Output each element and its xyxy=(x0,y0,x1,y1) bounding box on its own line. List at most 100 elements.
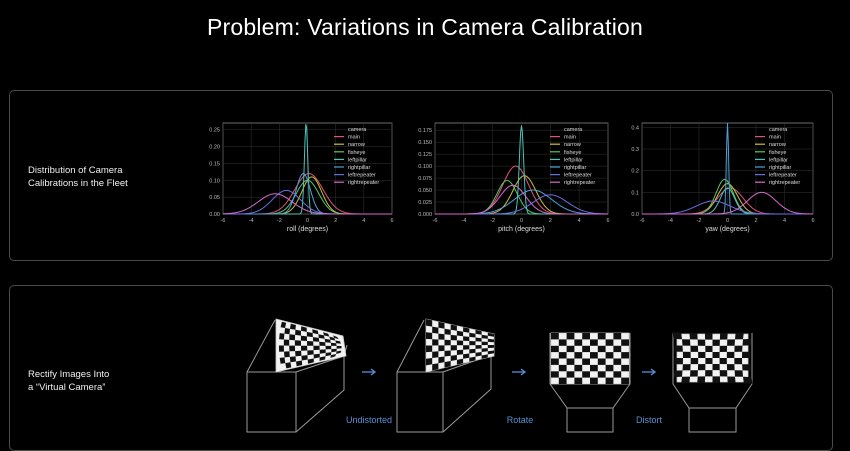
board-square xyxy=(742,351,751,358)
board-square xyxy=(426,358,433,366)
board-square xyxy=(742,364,751,371)
arrow-head-0 xyxy=(370,368,377,376)
board-square xyxy=(605,377,614,384)
arrow-head-1 xyxy=(520,368,527,376)
board-square xyxy=(438,321,445,329)
board-square xyxy=(613,358,622,365)
board-square xyxy=(284,351,290,358)
board-square xyxy=(325,345,332,350)
rectify-label-line1: Rectify Images Into xyxy=(28,369,110,380)
board-square xyxy=(705,358,713,364)
board-square xyxy=(438,345,445,352)
board-square xyxy=(674,358,683,365)
board-square xyxy=(463,353,470,359)
board-square xyxy=(597,371,606,378)
board-square xyxy=(289,356,296,363)
board-square xyxy=(727,339,735,346)
board-square xyxy=(306,331,313,338)
board-square xyxy=(551,333,559,340)
board-square xyxy=(613,333,622,340)
camera-frustum-line xyxy=(442,354,492,433)
board-square xyxy=(558,352,567,359)
board-square xyxy=(426,332,433,340)
board-square xyxy=(336,345,342,349)
x-tick-label: -4 xyxy=(249,218,254,224)
board-square xyxy=(682,364,691,371)
series-line-leftrepeater xyxy=(642,200,813,215)
legend-label-leftpillar: leftpillar xyxy=(769,157,788,163)
board-square xyxy=(475,352,482,357)
x-axis-label: yaw (degrees) xyxy=(705,226,749,233)
board-square xyxy=(742,338,752,346)
x-tick-label: 0 xyxy=(520,218,523,224)
board-square xyxy=(444,339,451,346)
board-square xyxy=(295,329,301,336)
y-tick-label: 0.025 xyxy=(418,200,432,206)
board-square xyxy=(712,352,720,358)
step-label-rotate: Rotate xyxy=(507,415,534,425)
board-square xyxy=(487,332,494,337)
board-square xyxy=(432,363,439,371)
camera-frustum-line xyxy=(295,355,345,433)
board-square xyxy=(324,338,331,343)
board-square xyxy=(450,345,457,351)
legend-label-narrow: narrow xyxy=(564,142,581,148)
board-square xyxy=(719,358,727,365)
board-square xyxy=(574,364,583,372)
board-square xyxy=(574,377,583,384)
board-square xyxy=(301,345,308,351)
board-square xyxy=(582,358,590,365)
board-square xyxy=(566,358,575,365)
board-square xyxy=(450,334,457,341)
board-square xyxy=(681,376,690,384)
board-square xyxy=(674,345,683,352)
y-tick-label: 0.100 xyxy=(418,164,432,170)
y-tick-label: 0.20 xyxy=(209,145,220,151)
x-tick-label: -6 xyxy=(221,218,226,224)
figure-original xyxy=(246,318,348,433)
board-square xyxy=(330,342,337,346)
x-tick-label: -2 xyxy=(697,218,702,224)
legend-label-rightrepeater: rightrepeater xyxy=(348,180,379,186)
board-square xyxy=(312,337,320,342)
x-tick-label: 4 xyxy=(578,218,581,224)
board-square xyxy=(566,345,575,353)
board-square xyxy=(279,357,286,364)
board-square xyxy=(438,356,445,364)
board-square xyxy=(319,341,326,346)
board-square xyxy=(726,364,735,371)
y-tick-label: 0.125 xyxy=(418,152,432,158)
y-tick-label: 0.00 xyxy=(209,212,220,218)
board-square xyxy=(558,377,567,384)
legend-title: camera xyxy=(564,127,583,133)
board-square xyxy=(332,335,339,340)
board-square xyxy=(719,345,728,352)
board-square xyxy=(734,370,743,377)
legend-label-rightpillar: rightpillar xyxy=(348,165,370,171)
board-square xyxy=(285,362,292,369)
camera-frustum-line xyxy=(549,333,631,409)
board-square xyxy=(444,361,451,368)
board-square xyxy=(475,345,482,349)
board-square xyxy=(590,339,598,346)
board-square xyxy=(551,371,559,378)
board-square xyxy=(444,350,451,357)
board-square xyxy=(319,349,326,354)
board-square xyxy=(450,355,457,361)
distribution-label: Distribution of Camera Calibrations in t… xyxy=(28,165,128,190)
legend-label-main: main xyxy=(769,135,781,141)
page-title: Problem: Variations in Camera Calibratio… xyxy=(206,14,643,40)
board-square xyxy=(469,356,476,362)
board-square xyxy=(613,371,622,378)
board-square xyxy=(590,377,598,384)
rectify-label-line2: a “Virtual Camera” xyxy=(28,381,106,393)
x-axis-label: roll (degrees) xyxy=(287,226,328,233)
camera-frustum-line xyxy=(688,408,737,433)
x-tick-label: 2 xyxy=(334,218,337,224)
arrow-head-2 xyxy=(650,368,657,376)
y-tick-label: 0.15 xyxy=(209,161,220,167)
legend-label-leftrepeater: leftrepeater xyxy=(348,173,376,179)
board-square xyxy=(426,345,433,353)
chart-1: -6 -4 -2 0 2 4 6 0.000 0.025 0.050 0.075 0.100 0.125… xyxy=(418,122,610,233)
board-square xyxy=(551,345,559,353)
